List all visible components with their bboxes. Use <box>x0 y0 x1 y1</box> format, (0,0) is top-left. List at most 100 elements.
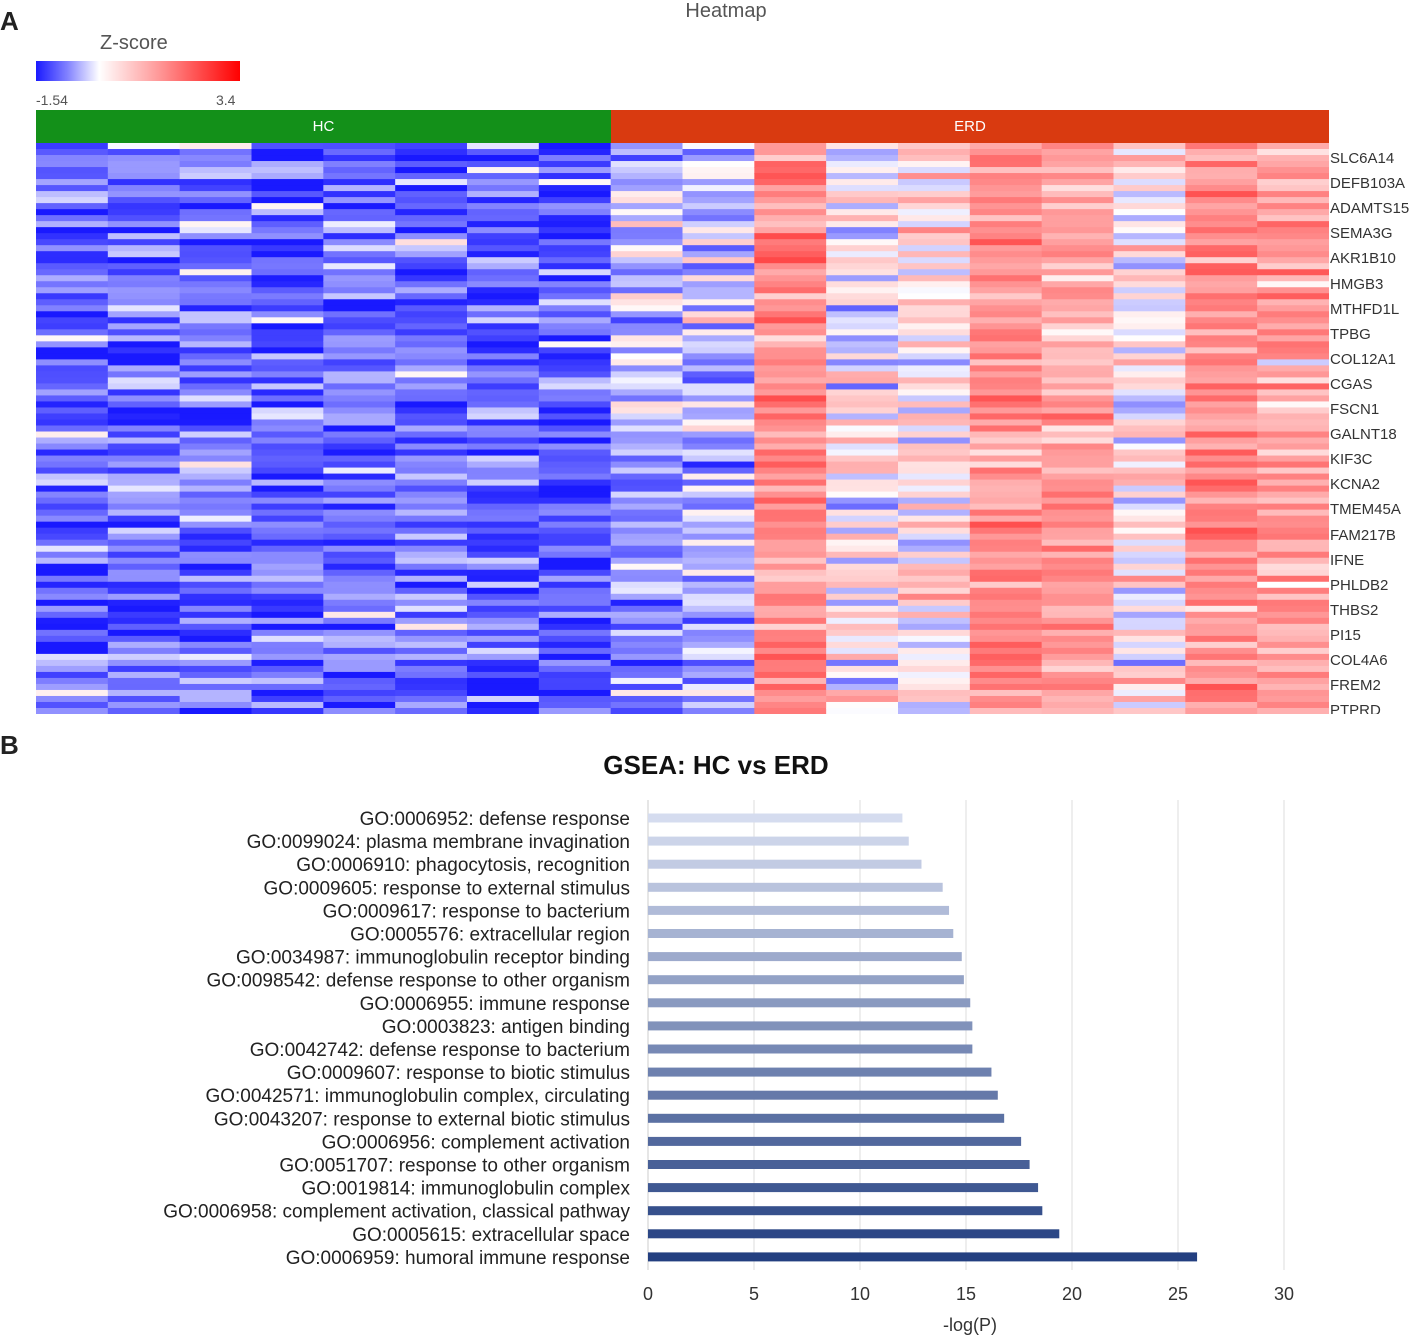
heatmap-cell <box>538 317 612 324</box>
heatmap-cell <box>682 443 755 451</box>
heatmap-cell <box>1185 239 1258 246</box>
heatmap-cell <box>1257 365 1329 372</box>
heatmap-cell <box>754 575 827 583</box>
heatmap-cell <box>1185 335 1258 342</box>
heatmap-cell <box>898 191 971 198</box>
heatmap-cell <box>538 485 612 493</box>
heatmap-cell <box>610 221 684 228</box>
heatmap-cell <box>682 197 755 204</box>
heatmap-cell <box>969 551 1043 559</box>
bar <box>648 1113 1005 1123</box>
heatmap-cell <box>682 575 755 583</box>
heatmap-cell <box>467 485 540 493</box>
heatmap-cell <box>467 317 540 324</box>
heatmap-cell <box>610 491 684 499</box>
heatmap-cell <box>251 329 324 336</box>
heatmap-cell <box>323 263 396 270</box>
heatmap-cell <box>898 431 971 439</box>
heatmap-cell <box>1185 641 1258 649</box>
heatmap-cell <box>395 233 468 240</box>
heatmap-cell <box>1185 347 1258 354</box>
heatmap-cell <box>107 503 181 511</box>
heatmap-cell <box>1041 521 1115 529</box>
heatmap-cell <box>826 623 899 631</box>
heatmap-cell <box>898 533 971 541</box>
heatmap-cell <box>1041 575 1115 583</box>
heatmap-cell <box>36 611 109 619</box>
heatmap-cell <box>1041 503 1115 511</box>
heatmap-cell <box>323 425 396 433</box>
heatmap-cell <box>1257 635 1329 643</box>
heatmap-cell <box>826 449 899 457</box>
heatmap-cell <box>1113 605 1186 613</box>
panel-a-label: A <box>0 6 19 36</box>
heatmap-cell <box>682 665 755 673</box>
heatmap-cell <box>1185 527 1258 535</box>
heatmap-cell <box>395 227 468 234</box>
heatmap-cell <box>682 479 755 487</box>
heatmap-cell <box>1185 617 1258 625</box>
heatmap-cell <box>1185 215 1258 222</box>
heatmap-cell <box>1257 149 1329 156</box>
heatmap-cell <box>610 671 684 679</box>
heatmap-cell <box>323 515 396 523</box>
heatmap-cell <box>1185 365 1258 372</box>
heatmap-cell <box>610 449 684 457</box>
heatmap-cell <box>538 167 612 174</box>
heatmap-cell <box>826 155 899 162</box>
heatmap-cell <box>36 557 109 565</box>
heatmap-cell <box>395 347 468 354</box>
heatmap-cell <box>107 233 181 240</box>
heatmap-cell <box>1041 671 1115 679</box>
heatmap-cell <box>395 257 468 264</box>
heatmap-cell <box>682 641 755 649</box>
heatmap-cell <box>826 143 899 150</box>
heatmap-cell <box>1257 251 1329 258</box>
heatmap-cell <box>467 239 540 246</box>
heatmap-cell <box>107 587 181 595</box>
heatmap-cell <box>1113 671 1186 679</box>
heatmap-cell <box>682 365 755 372</box>
heatmap-cell <box>826 383 899 391</box>
heatmap-cell <box>538 359 612 366</box>
heatmap-cell <box>323 407 396 415</box>
heatmap-cell <box>395 515 468 523</box>
heatmap-cell <box>538 185 612 192</box>
heatmap-cell <box>754 647 827 655</box>
heatmap-cell <box>179 365 253 372</box>
heatmap-cell <box>395 413 468 421</box>
heatmap-cell <box>1185 683 1258 691</box>
heatmap-cell <box>1185 275 1258 282</box>
heatmap-cell <box>323 491 396 499</box>
heatmap-cell <box>538 407 612 415</box>
heatmap-cell <box>610 641 684 649</box>
heatmap-cell <box>1113 251 1186 258</box>
heatmap-cell <box>467 347 540 354</box>
heatmap-cell <box>1113 269 1186 276</box>
heatmap-cell <box>754 365 827 372</box>
heatmap-cell <box>395 323 468 330</box>
heatmap-cell <box>179 701 253 709</box>
heatmap-cell <box>754 677 827 685</box>
heatmap-cell <box>395 371 468 379</box>
heatmap-cell <box>826 281 899 288</box>
heatmap-cell <box>107 497 181 505</box>
heatmap-cell <box>36 497 109 505</box>
heatmap-cell <box>969 407 1043 415</box>
heatmap-cell <box>179 635 253 643</box>
heatmap-cell <box>610 359 684 366</box>
heatmap-cell <box>395 335 468 342</box>
heatmap-cell <box>1257 233 1329 240</box>
heatmap-cell <box>826 287 899 294</box>
heatmap-cell <box>323 323 396 330</box>
heatmap-cell <box>538 197 612 204</box>
heatmap-cell <box>754 419 827 427</box>
heatmap-cell <box>898 593 971 601</box>
heatmap-cell <box>898 293 971 300</box>
heatmap-cell <box>610 521 684 529</box>
heatmap-cell <box>969 689 1043 697</box>
heatmap-cell <box>179 545 253 553</box>
heatmap-cell <box>107 629 181 637</box>
heatmap-cell <box>395 557 468 565</box>
heatmap-cell <box>682 185 755 192</box>
